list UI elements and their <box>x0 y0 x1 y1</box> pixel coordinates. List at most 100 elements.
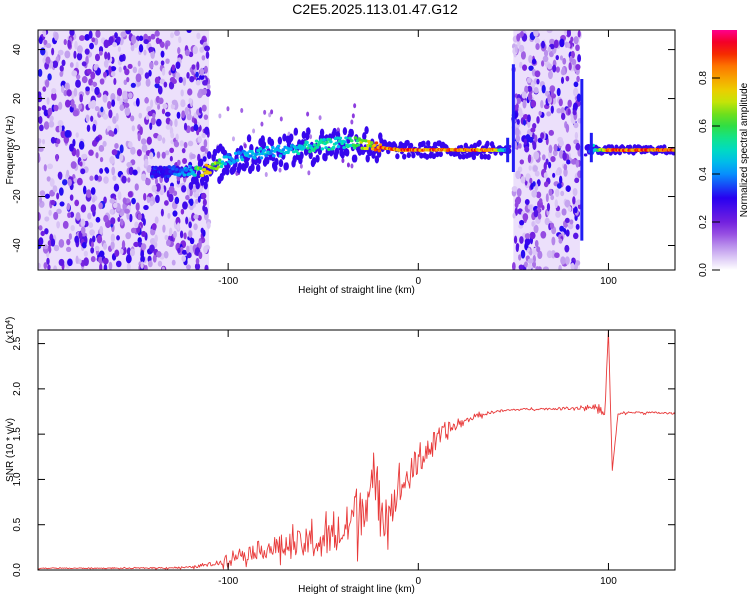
ridge-envelope <box>255 164 261 173</box>
ridge-envelope <box>278 159 284 168</box>
noise-speckle <box>54 31 59 41</box>
noise-speckle <box>190 153 196 159</box>
noise-speckle <box>529 249 533 256</box>
noise-speckle <box>527 154 532 163</box>
noise-speckle <box>56 221 61 229</box>
noise-speckle <box>120 218 124 226</box>
noise-speckle <box>90 241 94 248</box>
spectrogram-chart: -100 0 100 -40 -20 0 20 40 Height of straight li… <box>5 29 676 296</box>
noise-speckle <box>514 207 519 216</box>
noise-speckle <box>58 258 65 267</box>
noise-speckle <box>132 169 138 176</box>
noise-speckle <box>103 71 107 78</box>
noise-speckle <box>188 188 193 197</box>
ridge-point <box>327 147 331 152</box>
noise-speckle <box>145 78 151 87</box>
noise-speckle <box>549 38 555 45</box>
noise-speckle <box>144 72 150 80</box>
noise-speckle <box>146 164 153 174</box>
ridge-envelope <box>411 152 416 159</box>
noise-speckle <box>137 81 141 87</box>
noise-speckle <box>555 54 559 61</box>
noise-speckle <box>99 263 103 270</box>
noise-speckle <box>88 30 93 39</box>
noise-speckle <box>47 73 52 81</box>
noise-speckle <box>127 92 133 99</box>
noise-speckle <box>59 71 64 77</box>
noise-speckle <box>532 141 537 150</box>
noise-speckle <box>75 211 81 221</box>
noise-speckle <box>145 178 151 186</box>
noise-speckle <box>95 30 101 38</box>
noise-speckle <box>119 54 125 62</box>
noise-speckle <box>567 99 572 108</box>
noise-speckle <box>152 254 157 263</box>
noise-speckle <box>103 214 109 223</box>
noise-speckle <box>91 235 96 243</box>
noise-speckle <box>184 106 189 115</box>
ridge-envelope <box>212 148 218 157</box>
noise-speckle <box>84 48 90 55</box>
noise-speckle <box>185 264 192 270</box>
noise-speckle <box>523 261 528 268</box>
noise-speckle <box>66 169 70 178</box>
noise-speckle <box>152 112 156 119</box>
noise-speckle <box>136 149 142 157</box>
ridge-point <box>180 171 185 175</box>
noise-speckle <box>546 250 553 259</box>
noise-speckle <box>58 238 65 248</box>
ridge-point <box>175 167 179 171</box>
noise-speckle <box>200 227 204 234</box>
noise-speckle <box>154 234 158 243</box>
noise-speckle <box>577 30 581 38</box>
ridge-point <box>271 154 276 158</box>
noise-speckle <box>156 251 162 258</box>
noise-speckle <box>65 246 72 252</box>
noise-speckle <box>565 229 570 237</box>
noise-speckle <box>141 144 148 153</box>
ridge-envelope <box>311 157 317 166</box>
noise-speckle <box>162 224 166 233</box>
noise-speckle <box>563 163 568 171</box>
noise-speckle <box>102 140 107 147</box>
noise-speckle <box>157 85 163 95</box>
noise-speckle <box>112 175 117 181</box>
noise-speckle <box>201 192 207 200</box>
noise-speckle <box>187 88 193 96</box>
noise-speckle <box>552 172 556 178</box>
noise-speckle <box>519 219 525 226</box>
noise-speckle <box>81 241 87 249</box>
noise-speckle <box>531 189 537 198</box>
noise-speckle <box>559 38 565 48</box>
noise-speckle <box>575 142 581 151</box>
noise-speckle <box>63 89 68 97</box>
ridge-point <box>331 145 336 149</box>
noise-speckle <box>572 87 579 97</box>
noise-speckle <box>43 121 50 130</box>
noise-speckle <box>165 42 169 50</box>
noise-speckle <box>181 110 186 119</box>
noise-speckle <box>191 64 196 70</box>
noise-speckle <box>121 240 126 250</box>
noise-speckle <box>38 106 42 112</box>
ridge-envelope <box>374 155 380 164</box>
ridge-point <box>348 136 352 140</box>
noise-speckle <box>64 50 71 59</box>
noise-speckle <box>135 73 142 83</box>
ridge-envelope <box>425 140 431 147</box>
noise-speckle <box>574 177 580 184</box>
noise-speckle <box>38 115 43 125</box>
ridge-point <box>372 143 377 147</box>
noise-speckle <box>309 134 313 140</box>
noise-speckle <box>194 262 201 270</box>
noise-speckle <box>518 254 522 261</box>
ridge-point <box>251 151 255 155</box>
noise-speckle <box>49 178 55 187</box>
noise-speckle <box>182 158 188 165</box>
noise-speckle <box>554 199 558 209</box>
noise-speckle <box>203 126 210 135</box>
noise-speckle <box>181 249 188 255</box>
noise-speckle <box>519 159 525 165</box>
noise-speckle <box>566 159 571 165</box>
noise-speckle <box>558 98 563 107</box>
